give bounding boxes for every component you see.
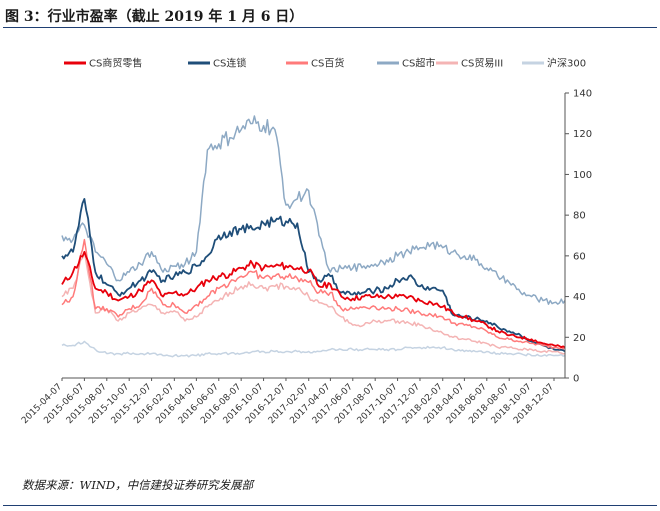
series-line-1 — [61, 250, 566, 349]
x-axis: 2015-04-072015-06-072015-08-072015-10-07… — [20, 377, 565, 426]
line-chart: CS商贸零售 CS连锁 CS百货 CS超市 CS贸易III 沪深300 0 20 40 60 80… — [20, 57, 592, 427]
legend-label-4: CS超市 — [402, 57, 435, 70]
y-tick-label-8: 140 — [573, 89, 592, 100]
y-tick-label-6: 100 — [573, 170, 592, 181]
series-line-4 — [61, 115, 566, 305]
title-bar: 图 3：行业市盈率（截止 2019 年 1 月 6 日） — [3, 3, 657, 28]
legend: CS商贸零售 CS连锁 CS百货 CS超市 CS贸易III 沪深300 — [64, 57, 586, 70]
bottom-divider — [3, 505, 657, 506]
series-line-3 — [61, 238, 566, 350]
legend-label-5: CS贸易III — [461, 58, 503, 70]
series-line-6 — [61, 340, 566, 358]
y-tick-label-5: 80 — [573, 211, 586, 222]
y-tick-label-2: 20 — [573, 333, 586, 344]
legend-label-6: 沪深300 — [547, 57, 586, 70]
legend-label-2: CS连锁 — [213, 57, 246, 70]
series-lines — [61, 115, 566, 358]
legend-label-3: CS百货 — [311, 57, 344, 70]
y-tick-label-7: 120 — [573, 129, 592, 140]
legend-label-1: CS商贸零售 — [89, 57, 142, 70]
y-tick-label-1: 0 — [573, 374, 579, 385]
y-tick-label-3: 40 — [573, 292, 586, 303]
y-tick-label-4: 60 — [573, 251, 586, 262]
y-axis: 0 20 40 60 80 100 120 140 — [564, 89, 592, 385]
figure-title: 图 3：行业市盈率（截止 2019 年 1 月 6 日） — [5, 9, 304, 25]
series-line-2 — [61, 198, 566, 353]
data-source-note: 数据来源：WIND，中信建投证券研究发展部 — [22, 478, 254, 492]
series-line-5 — [61, 251, 566, 355]
